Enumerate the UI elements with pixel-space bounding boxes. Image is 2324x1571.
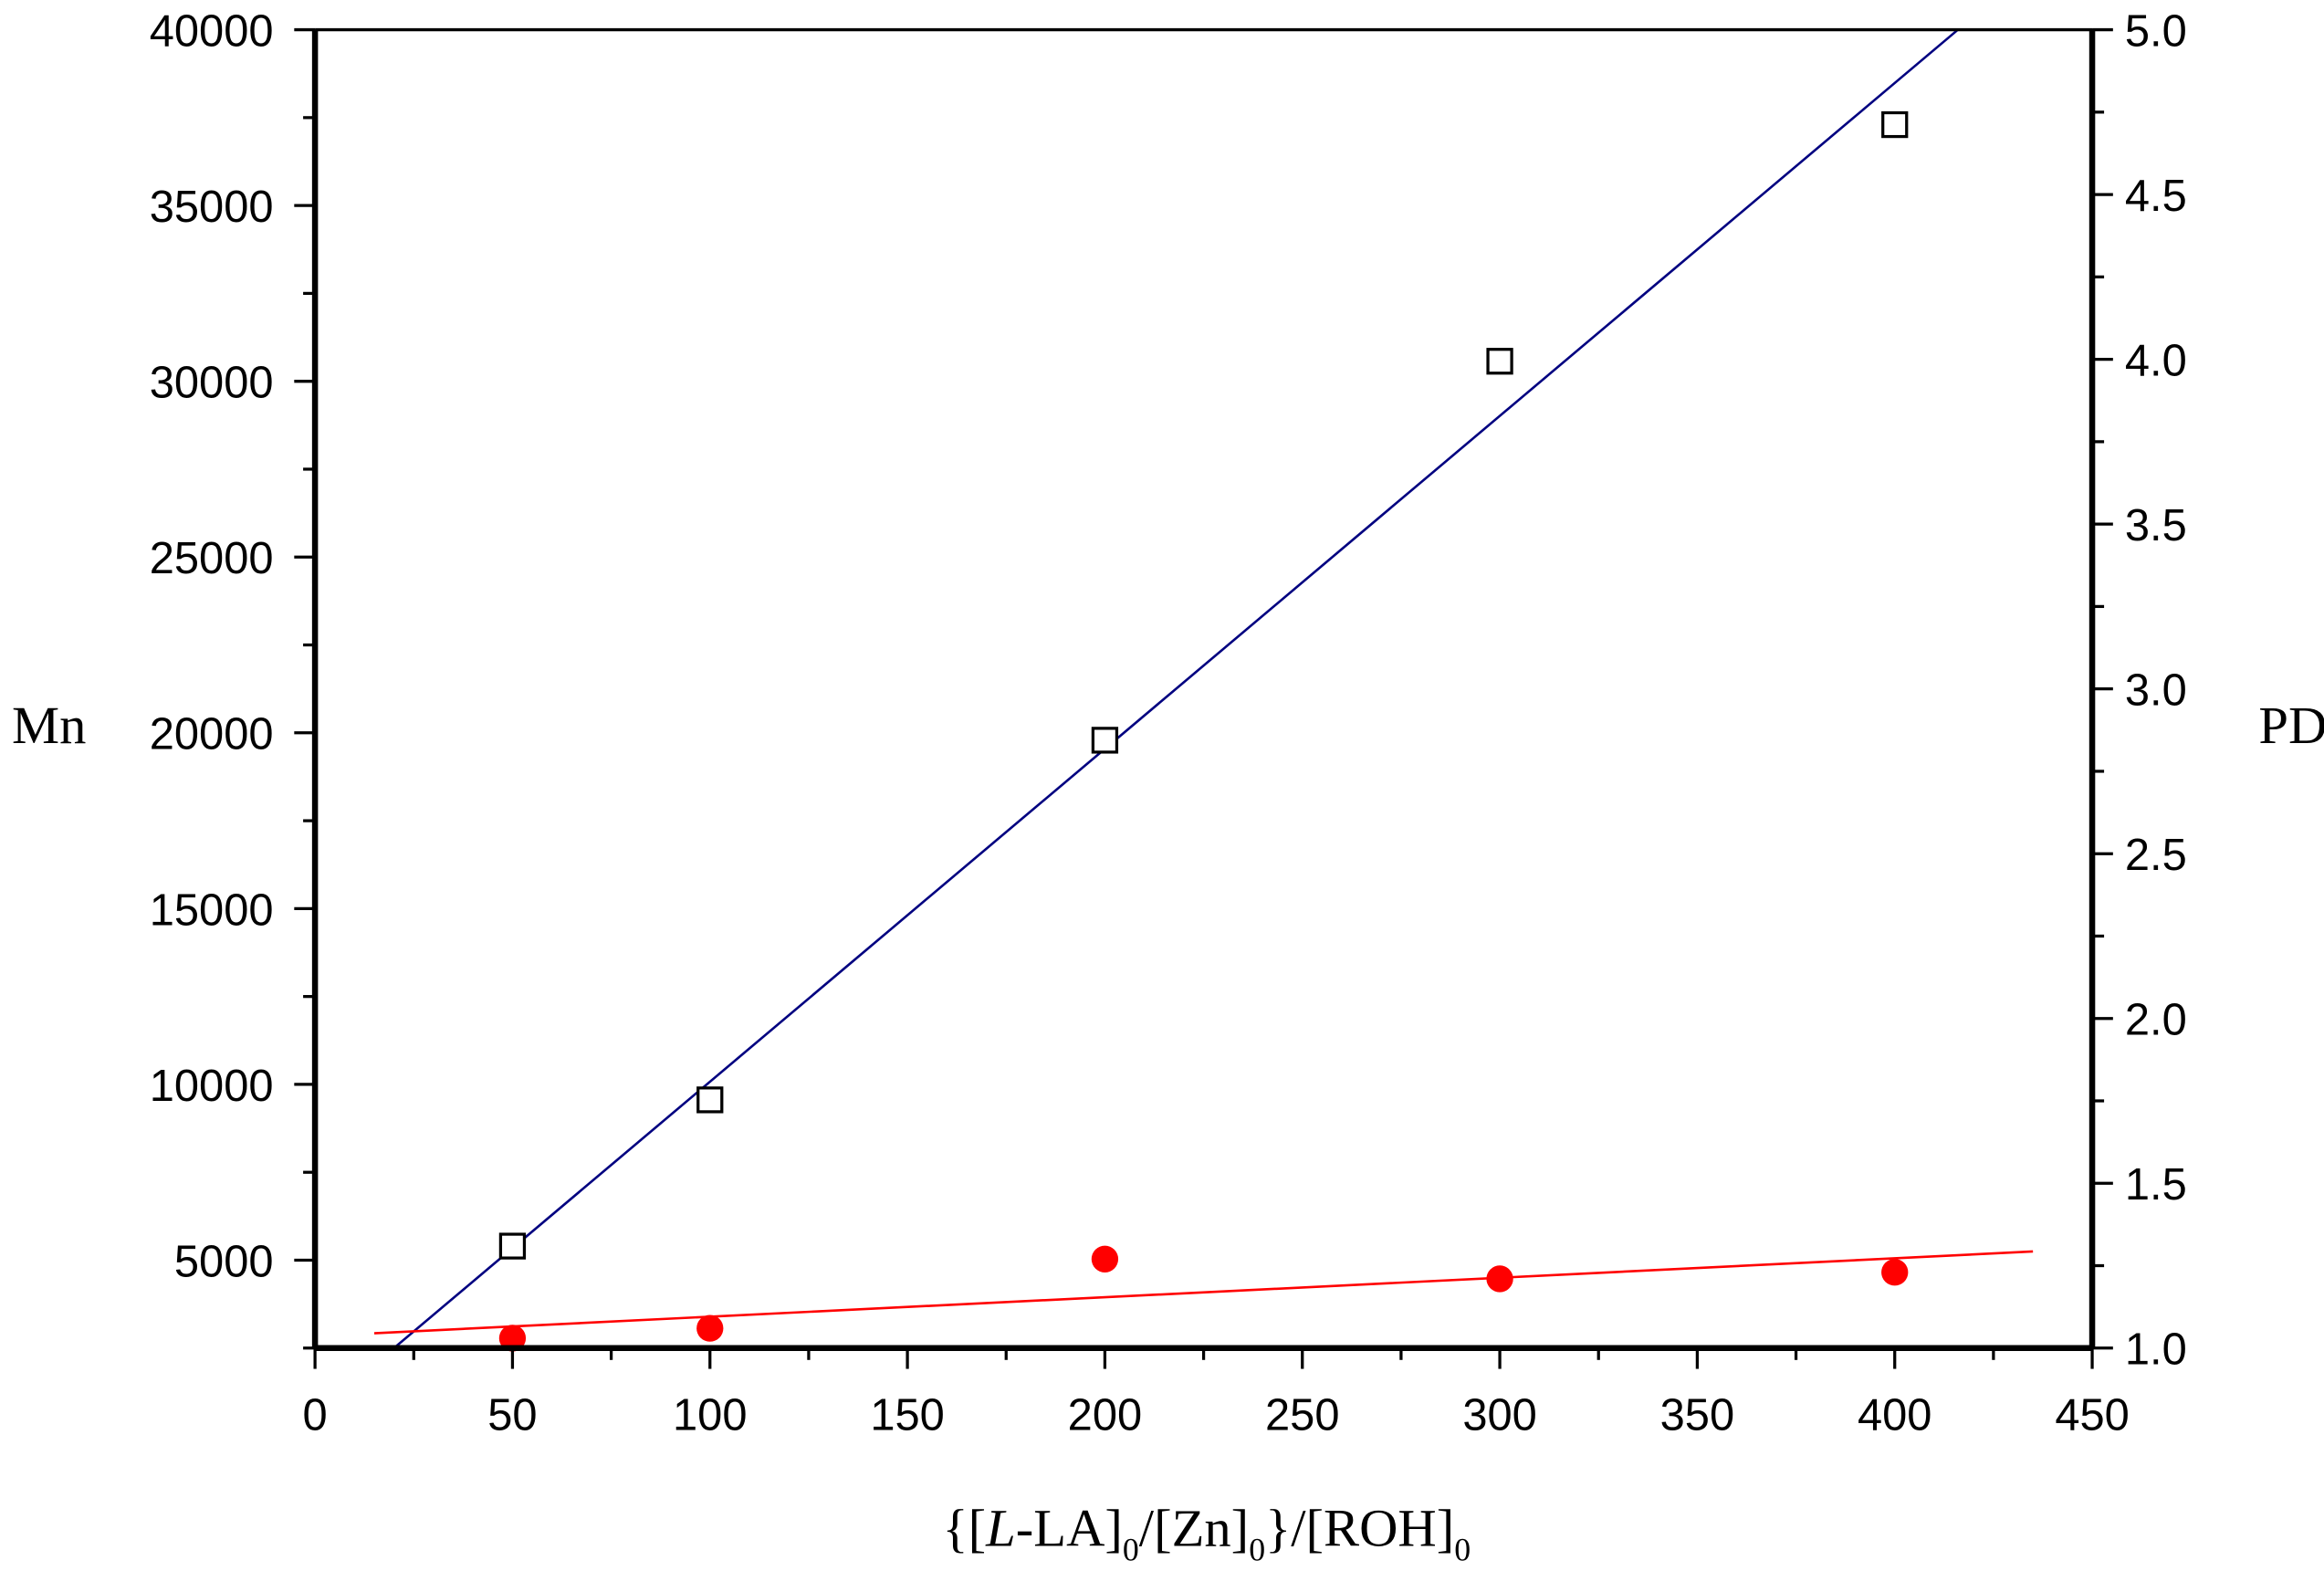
x-tick-label: 450 <box>2055 1390 2129 1440</box>
y-left-tick-label: 40000 <box>150 6 274 56</box>
y-right-tick-label: 5.0 <box>2125 6 2187 56</box>
y-left-tick-label: 5000 <box>174 1237 274 1286</box>
y-left-tick-label: 10000 <box>150 1062 274 1111</box>
y-right-tick-label: 4.5 <box>2125 172 2187 221</box>
pdi-data-point <box>1486 1265 1513 1293</box>
axes: 0 50 100 150 200 250 300 350 400 450 5000 10000 1500… <box>150 6 2187 1440</box>
y-right-tick-label: 2.5 <box>2125 831 2187 880</box>
x-tick-label: 250 <box>1265 1390 1339 1440</box>
pdi-data-point <box>498 1325 527 1352</box>
x-tick-label: 400 <box>1858 1390 1931 1440</box>
y-right-tick-label: 4.0 <box>2125 337 2187 386</box>
x-tick-label: 200 <box>1068 1390 1142 1440</box>
x-axis-title: {[L-LA]0/[Zn]0}/[ROH]0 <box>943 1498 1471 1567</box>
y-left-tick-label: 15000 <box>150 885 274 935</box>
x-tick-label: 350 <box>1660 1390 1734 1440</box>
x-axis-title-part: {[ <box>943 1498 987 1557</box>
y-axis-left-title: Mn <box>12 696 86 755</box>
mn-data-point <box>696 1086 724 1114</box>
mn-data-point <box>1881 110 1909 139</box>
y-right-tick-label: 2.0 <box>2125 996 2187 1045</box>
x-tick-label: 150 <box>870 1390 944 1440</box>
x-axis-title-part: -LA] <box>1016 1498 1123 1557</box>
pdi-data-point <box>1881 1259 1909 1286</box>
y-right-tick-label: 1.5 <box>2125 1160 2187 1210</box>
y-right-tick-label: 3.0 <box>2125 666 2187 716</box>
x-tick-label: 0 <box>303 1390 328 1440</box>
y-left-tick-label: 30000 <box>150 359 274 408</box>
y-axis-right-title: PDI <box>2258 696 2324 755</box>
mn-data-point <box>1091 727 1119 754</box>
x-axis-title-part: 0 <box>1123 1532 1139 1568</box>
x-axis-title-part: }/[ROH] <box>1265 1498 1454 1557</box>
y-right-tick-label: 1.0 <box>2125 1325 2187 1375</box>
mn-fit-line <box>393 28 1959 1349</box>
pdi-fit-line <box>373 1250 2034 1335</box>
x-tick-label: 300 <box>1462 1390 1536 1440</box>
y-left-tick-label: 35000 <box>150 183 274 232</box>
x-axis-title-part: 0 <box>1249 1532 1265 1568</box>
y-right-tick-label: 3.5 <box>2125 501 2187 550</box>
pdi-data-point <box>696 1314 724 1342</box>
fit-lines <box>373 28 2034 1349</box>
x-tick-label: 100 <box>673 1390 747 1440</box>
mn-data-point <box>498 1232 527 1260</box>
x-axis-title-part: 0 <box>1454 1532 1471 1568</box>
y-left-tick-label: 20000 <box>150 710 274 759</box>
x-tick-label: 50 <box>487 1390 537 1440</box>
x-axis-title-part: L <box>985 1498 1016 1557</box>
data-points <box>498 110 1909 1352</box>
y-left-tick-label: 25000 <box>150 534 274 583</box>
pdi-data-point <box>1091 1245 1119 1273</box>
mn-data-point <box>1486 348 1513 375</box>
x-axis-title-part: /[Zn] <box>1139 1498 1249 1557</box>
